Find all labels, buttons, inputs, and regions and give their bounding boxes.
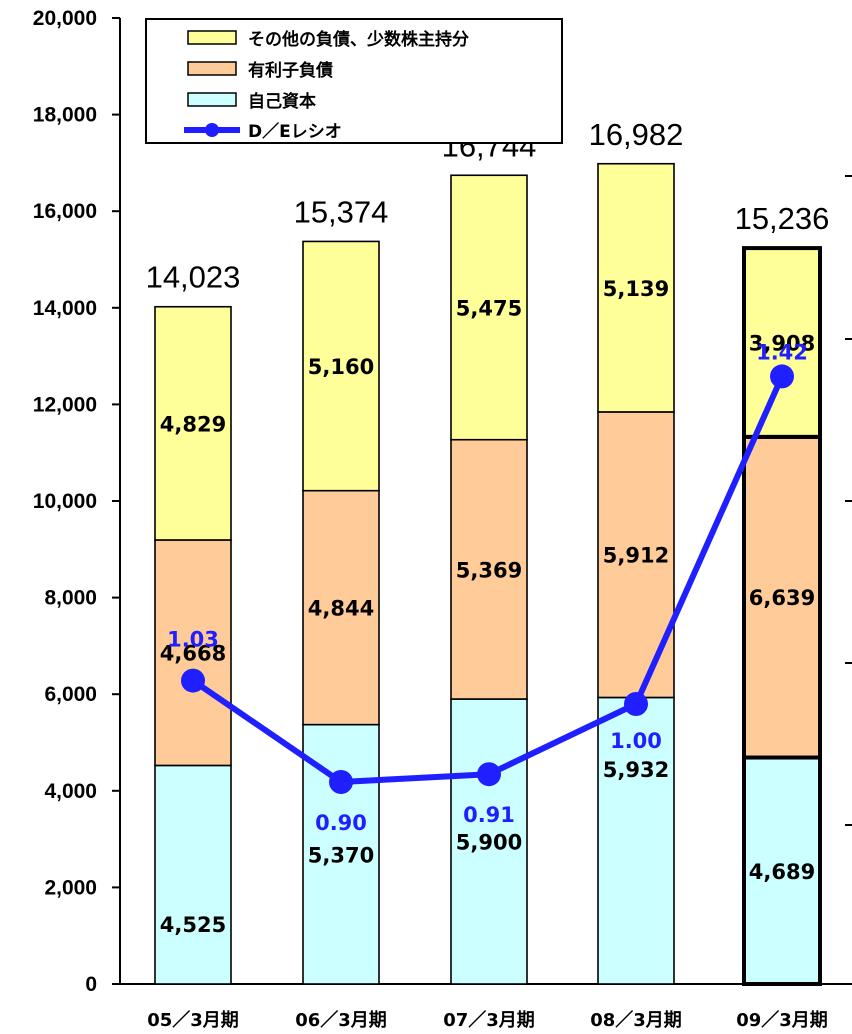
bar-segment-label-interest-bearing-debt: 5,369: [456, 558, 522, 582]
legend-label-other-liabilities: その他の負債、少数株主持分: [248, 29, 469, 50]
de-ratio-label: 0.90: [315, 811, 367, 835]
bar-segment-label-other-liabilities: 5,139: [603, 277, 669, 301]
legend: その他の負債、少数株主持分 有利子負債 自己資本 D／Eレシオ: [145, 18, 563, 144]
y-tick-label: 12,000: [33, 393, 97, 416]
bar-total-label: 16,982: [589, 117, 684, 152]
bar-segment-label-other-liabilities: 4,829: [160, 412, 226, 436]
y-tick-label: 18,000: [33, 104, 97, 127]
legend-swatch-other-liabilities: [187, 30, 237, 45]
de-ratio-point: [624, 692, 648, 716]
bar-segment-equity: [742, 755, 822, 986]
y-tick-label: 4,000: [44, 780, 97, 803]
y-tick-label: 8,000: [44, 587, 97, 610]
y-axis-ticks: 0 2,000 4,000 6,000 8,000 10,000 12,000 14,000 1…: [33, 7, 120, 996]
de-ratio-point: [770, 364, 794, 389]
legend-swatch-equity: [187, 92, 237, 107]
bar-segment-interest-bearing-debt: [450, 438, 528, 700]
bar-total-label: 15,236: [735, 201, 830, 236]
bar-segment-other-liabilities: [302, 240, 380, 492]
legend-box: [145, 18, 563, 144]
bar-segment-label-other-liabilities: 3,908: [749, 331, 815, 355]
bar-segment-label-equity: 5,370: [308, 843, 374, 867]
bar-total-label: 15,374: [294, 194, 389, 229]
bar-segment-other-liabilities: [154, 305, 232, 541]
bar-segment-other-liabilities: [450, 174, 528, 441]
bar-segment-equity: [597, 696, 675, 985]
y-tick-label: 20,000: [33, 7, 97, 30]
bar-segment-label-interest-bearing-debt: 6,639: [749, 586, 815, 610]
legend-marker-de-ratio: [205, 123, 219, 137]
legend-label-equity: 自己資本: [248, 91, 316, 112]
bar-segment-equity: [450, 698, 528, 985]
de-ratio-point: [477, 762, 501, 787]
bar-total-label: 14,023: [146, 260, 241, 295]
bars: [154, 162, 822, 986]
bar-segment-other-liabilities: [742, 246, 822, 439]
de-ratio-label: 1.00: [610, 729, 662, 753]
bar-segment-other-liabilities: [597, 162, 675, 413]
bar-segment-interest-bearing-debt: [742, 434, 822, 760]
de-ratio-label: 1.03: [167, 628, 219, 652]
y-tick-label: 6,000: [44, 683, 97, 706]
legend-swatch-interest-bearing-debt: [187, 61, 237, 76]
bar-segment-equity: [154, 764, 232, 985]
bar-segment-label-equity: 4,525: [160, 913, 226, 937]
y-tick-label: 14,000: [33, 297, 97, 320]
bar-segment-label-equity: 5,932: [603, 758, 669, 782]
de-ratio-label: 1.42: [756, 340, 808, 364]
bar-segment-interest-bearing-debt: [302, 489, 380, 726]
y-tick-label: 0: [85, 973, 97, 996]
secondary-axis-ticks: [845, 175, 852, 826]
x-axis-category-label: 06／3月期: [295, 1010, 387, 1031]
x-axis-labels: 05／3月期 06／3月期 07／3月期 08／3月期 09／3月期: [147, 1010, 828, 1031]
y-tick-label: 10,000: [33, 490, 97, 513]
legend-label-interest-bearing-debt: 有利子負債: [248, 60, 333, 81]
x-axis-category-label: 09／3月期: [736, 1010, 828, 1031]
bar-segment-label-interest-bearing-debt: 5,912: [603, 544, 669, 568]
bar-segment-label-equity: 5,900: [456, 831, 522, 855]
legend-label-de-ratio: D／Eレシオ: [248, 121, 342, 142]
de-ratio-label: 0.91: [463, 803, 515, 827]
bar-segment-label-other-liabilities: 5,475: [456, 296, 522, 320]
x-axis-category-label: 07／3月期: [443, 1010, 535, 1031]
ratio-line-layer: 1.03 0.90 0.91 1.00 1.42: [167, 340, 808, 835]
y-tick-label: 2,000: [44, 876, 97, 899]
x-axis-category-label: 08／3月期: [590, 1010, 682, 1031]
de-ratio-point: [329, 770, 353, 794]
bar-segment-label-equity: 4,689: [749, 860, 815, 884]
bar-labels: 4,525 4,668 4,829 14,023 5,370 4,844 5,160 15,3…: [146, 117, 830, 937]
de-ratio-point: [181, 668, 205, 693]
bar-segment-label-other-liabilities: 5,160: [308, 355, 374, 379]
x-axis-category-label: 05／3月期: [147, 1010, 239, 1031]
y-tick-label: 16,000: [33, 200, 97, 223]
bar-segment-label-interest-bearing-debt: 4,668: [160, 642, 226, 666]
bar-segment-label-interest-bearing-debt: 4,844: [308, 597, 374, 621]
